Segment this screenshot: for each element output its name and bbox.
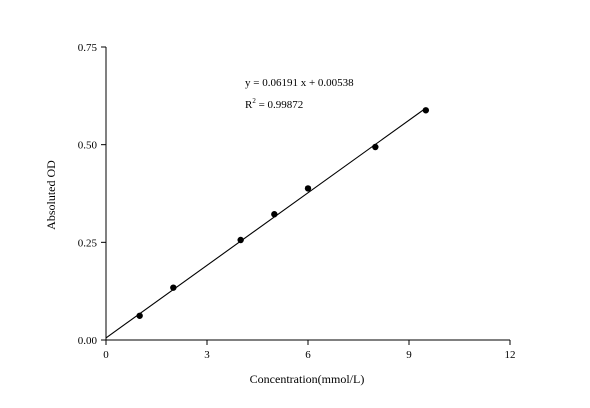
data-point — [170, 284, 177, 291]
x-tick-label: 3 — [204, 349, 210, 361]
fit-equation: y = 0.06191 x + 0.00538 — [245, 77, 354, 89]
data-point — [304, 185, 312, 192]
r-squared-superscript: 2 — [252, 97, 256, 105]
x-tick-label: 0 — [103, 349, 109, 361]
data-point — [271, 211, 278, 218]
fit-layer — [105, 107, 427, 339]
data-point — [422, 107, 430, 114]
r-squared-prefix: R — [245, 99, 253, 111]
x-axis-label: Concentration(mmol/L) — [250, 372, 365, 386]
y-tick-label: 0.50 — [78, 140, 98, 152]
ticks: 0 3 6 9 12 0.00 0.25 0.50 0.75 — [78, 42, 516, 361]
y-tick-label: 0.75 — [78, 42, 98, 54]
y-axis-label: Absoluted OD — [44, 160, 58, 230]
y-tick-label: 0.00 — [78, 335, 98, 347]
x-tick-label: 6 — [305, 349, 311, 361]
x-tick-label: 9 — [406, 349, 412, 361]
r-squared-annotation: R2 = 0.99872 — [245, 97, 303, 111]
y-tick-label: 0.25 — [78, 237, 98, 249]
axes — [105, 47, 510, 341]
data-point — [237, 236, 244, 244]
r-squared-value: = 0.99872 — [256, 99, 303, 111]
fit-line — [105, 107, 427, 339]
data-point — [372, 143, 379, 151]
points-layer — [136, 107, 430, 319]
x-tick-label: 12 — [505, 349, 516, 361]
data-point — [136, 312, 143, 319]
